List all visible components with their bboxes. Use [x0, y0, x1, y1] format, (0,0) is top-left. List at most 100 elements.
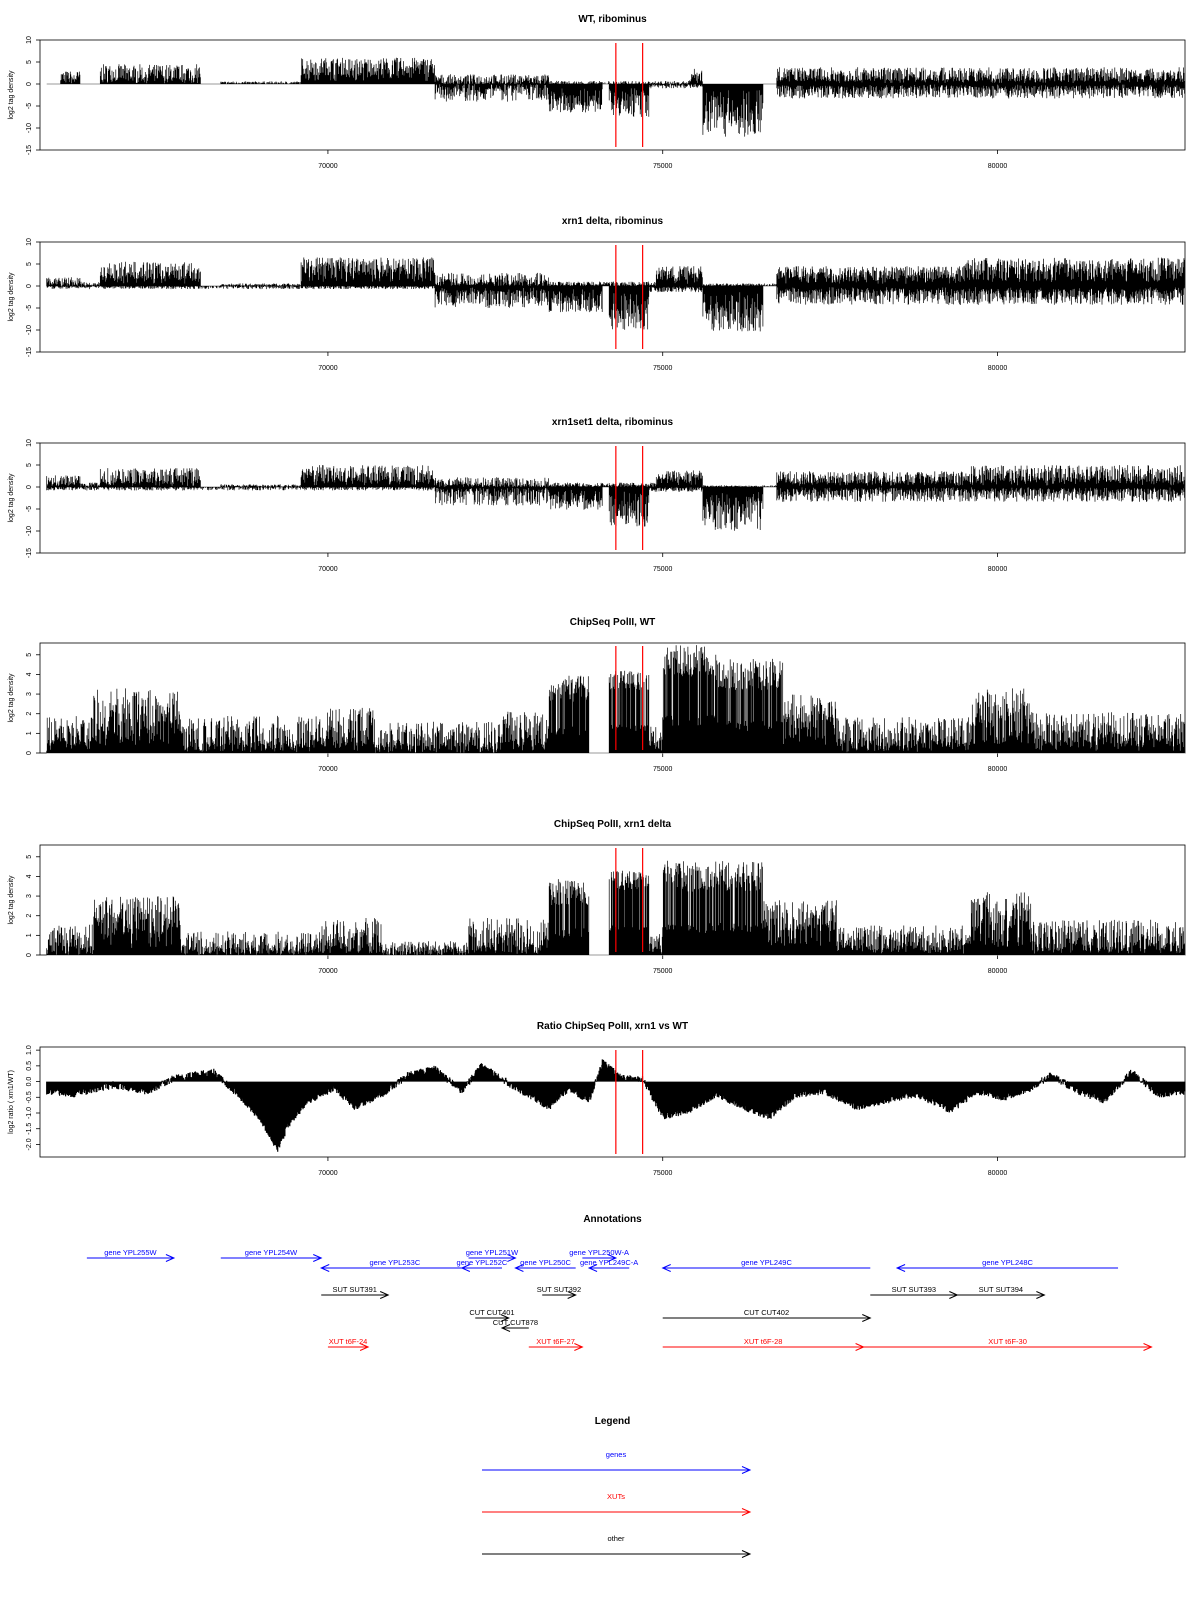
annotation-feature: gene YPL251W	[466, 1248, 519, 1262]
x-tick-label: 80000	[988, 968, 1008, 975]
annotation-feature: SUT SUT394	[957, 1285, 1046, 1299]
y-tick-label: 0	[26, 284, 33, 288]
y-tick-label: 3	[26, 692, 33, 696]
legend-arrow	[482, 1550, 752, 1558]
legend-label: XUTs	[607, 1492, 625, 1501]
chart-title: xrn1set1 delta, ribominus	[552, 417, 674, 428]
x-tick-label: 80000	[988, 1170, 1008, 1177]
y-tick-label: 3	[26, 894, 33, 898]
x-tick-label: 70000	[318, 163, 338, 170]
annotation-feature: gene YPL254W	[220, 1248, 323, 1262]
y-axis-label: log2 tag density	[8, 875, 15, 925]
annotation-feature: SUT SUT393	[870, 1285, 959, 1299]
y-tick-label: 5	[26, 855, 33, 859]
y-tick-label: -15	[26, 145, 33, 155]
annotation-arrow	[86, 1254, 176, 1262]
y-tick-label: 0	[26, 485, 33, 489]
annotation-arrow	[661, 1264, 871, 1272]
y-tick-label: 4	[26, 672, 33, 676]
chart-panel-4: ChipSeq PolII, xrn1 delta log2 tag densit…	[8, 819, 1186, 975]
annotation-feature: CUT CUT402	[662, 1308, 872, 1322]
annotation-arrow	[662, 1314, 872, 1322]
chart-panel-2: xrn1set1 delta, ribominus log2 tag densit…	[8, 417, 1186, 573]
annotation-arrow	[587, 1264, 630, 1272]
annotation-label: XUT t6F-28	[744, 1337, 783, 1346]
annotation-label: SUT SUT392	[537, 1285, 581, 1294]
annotation-arrow	[327, 1343, 370, 1351]
y-tick-label: -10	[26, 526, 33, 536]
chart-title: xrn1 delta, ribominus	[562, 216, 664, 227]
y-tick-label: 10	[26, 238, 33, 246]
chart-panel-5: Ratio ChipSeq PolII, xrn1 vs WT log2 rati…	[8, 1021, 1186, 1177]
annotation-label: gene YPL252C	[457, 1258, 508, 1267]
annotation-feature: XUT t6F-24	[327, 1337, 370, 1351]
annotation-arrow	[321, 1291, 390, 1299]
y-tick-label: 0.5	[26, 1061, 33, 1071]
annotation-label: gene YPL249C-A	[580, 1258, 638, 1267]
annotation-label: CUT CUT401	[469, 1308, 514, 1317]
y-tick-label: 0	[26, 953, 33, 957]
x-tick-label: 70000	[318, 365, 338, 372]
y-tick-label: 0.0	[26, 1077, 33, 1087]
annotation-label: gene YPL249C	[741, 1258, 792, 1267]
annotation-arrow	[460, 1264, 503, 1272]
legend-item: genes	[482, 1450, 752, 1474]
y-tick-label: -10	[26, 325, 33, 335]
x-tick-label: 70000	[318, 566, 338, 573]
y-tick-label: -2.0	[26, 1138, 33, 1150]
y-tick-label: -5	[26, 305, 33, 311]
annotation-label: gene YPL253C	[370, 1258, 421, 1267]
plot-frame	[39, 442, 1186, 554]
y-tick-label: 2	[26, 914, 33, 918]
chart-title: ChipSeq PolII, xrn1 delta	[554, 819, 672, 830]
x-tick-label: 70000	[318, 968, 338, 975]
annotation-label: CUT CUT878	[493, 1318, 538, 1327]
y-tick-label: 1	[26, 731, 33, 735]
legend-arrow	[482, 1466, 752, 1474]
series-plus-strand	[60, 57, 1185, 84]
annotation-feature: gene YPL250C	[514, 1258, 576, 1272]
annotation-arrow	[319, 1264, 469, 1272]
legend-item: other	[482, 1534, 752, 1558]
y-tick-label: -5	[26, 506, 33, 512]
x-tick-label: 75000	[653, 1170, 673, 1177]
y-tick-label: -0.5	[26, 1091, 33, 1103]
y-tick-label: -1.5	[26, 1123, 33, 1135]
annotation-label: gene YPL250W-A	[569, 1248, 629, 1257]
series-plus-strand	[46, 860, 1185, 955]
annotation-feature: XUT t6F-30	[863, 1337, 1153, 1351]
annotation-arrow	[500, 1324, 529, 1332]
x-tick-label: 80000	[988, 566, 1008, 573]
annotation-arrow	[662, 1343, 865, 1351]
plot-frame	[39, 39, 1186, 151]
x-tick-label: 75000	[653, 163, 673, 170]
annotation-label: gene YPL250C	[520, 1258, 571, 1267]
chart-title: ChipSeq PolII, WT	[570, 617, 656, 628]
x-tick-label: 70000	[318, 1170, 338, 1177]
annotation-arrow	[220, 1254, 323, 1262]
y-tick-label: 5	[26, 463, 33, 467]
annotation-label: gene YPL255W	[104, 1248, 157, 1257]
series-minus-strand	[434, 84, 1185, 137]
chart-panel-3: ChipSeq PolII, WT log2 tag density 0 1 2 3 4 5 7…	[8, 617, 1186, 773]
legend-panel: Legend genes XUTs other	[482, 1416, 752, 1558]
y-tick-label: 10	[26, 36, 33, 44]
annotation-feature: CUT CUT401	[469, 1308, 515, 1322]
y-tick-label: -10	[26, 123, 33, 133]
annotation-arrow	[957, 1291, 1046, 1299]
plot-frame	[39, 241, 1186, 353]
x-tick-label: 80000	[988, 365, 1008, 372]
annotation-feature: XUT t6F-27	[528, 1337, 584, 1351]
x-tick-label: 70000	[318, 766, 338, 773]
y-tick-label: 1	[26, 933, 33, 937]
annotation-feature: gene YPL249C	[661, 1258, 871, 1272]
y-axis-label: log2 tag density	[8, 473, 15, 523]
y-axis-label: log2 tag density	[8, 272, 15, 322]
y-tick-label: 4	[26, 874, 33, 878]
annotation-arrow	[468, 1254, 517, 1262]
y-tick-label: 10	[26, 439, 33, 447]
chart-panel-1: xrn1 delta, ribominus log2 tag density -15…	[8, 216, 1186, 372]
annotation-feature: gene YPL255W	[86, 1248, 176, 1262]
annotation-feature: gene YPL253C	[319, 1258, 469, 1272]
